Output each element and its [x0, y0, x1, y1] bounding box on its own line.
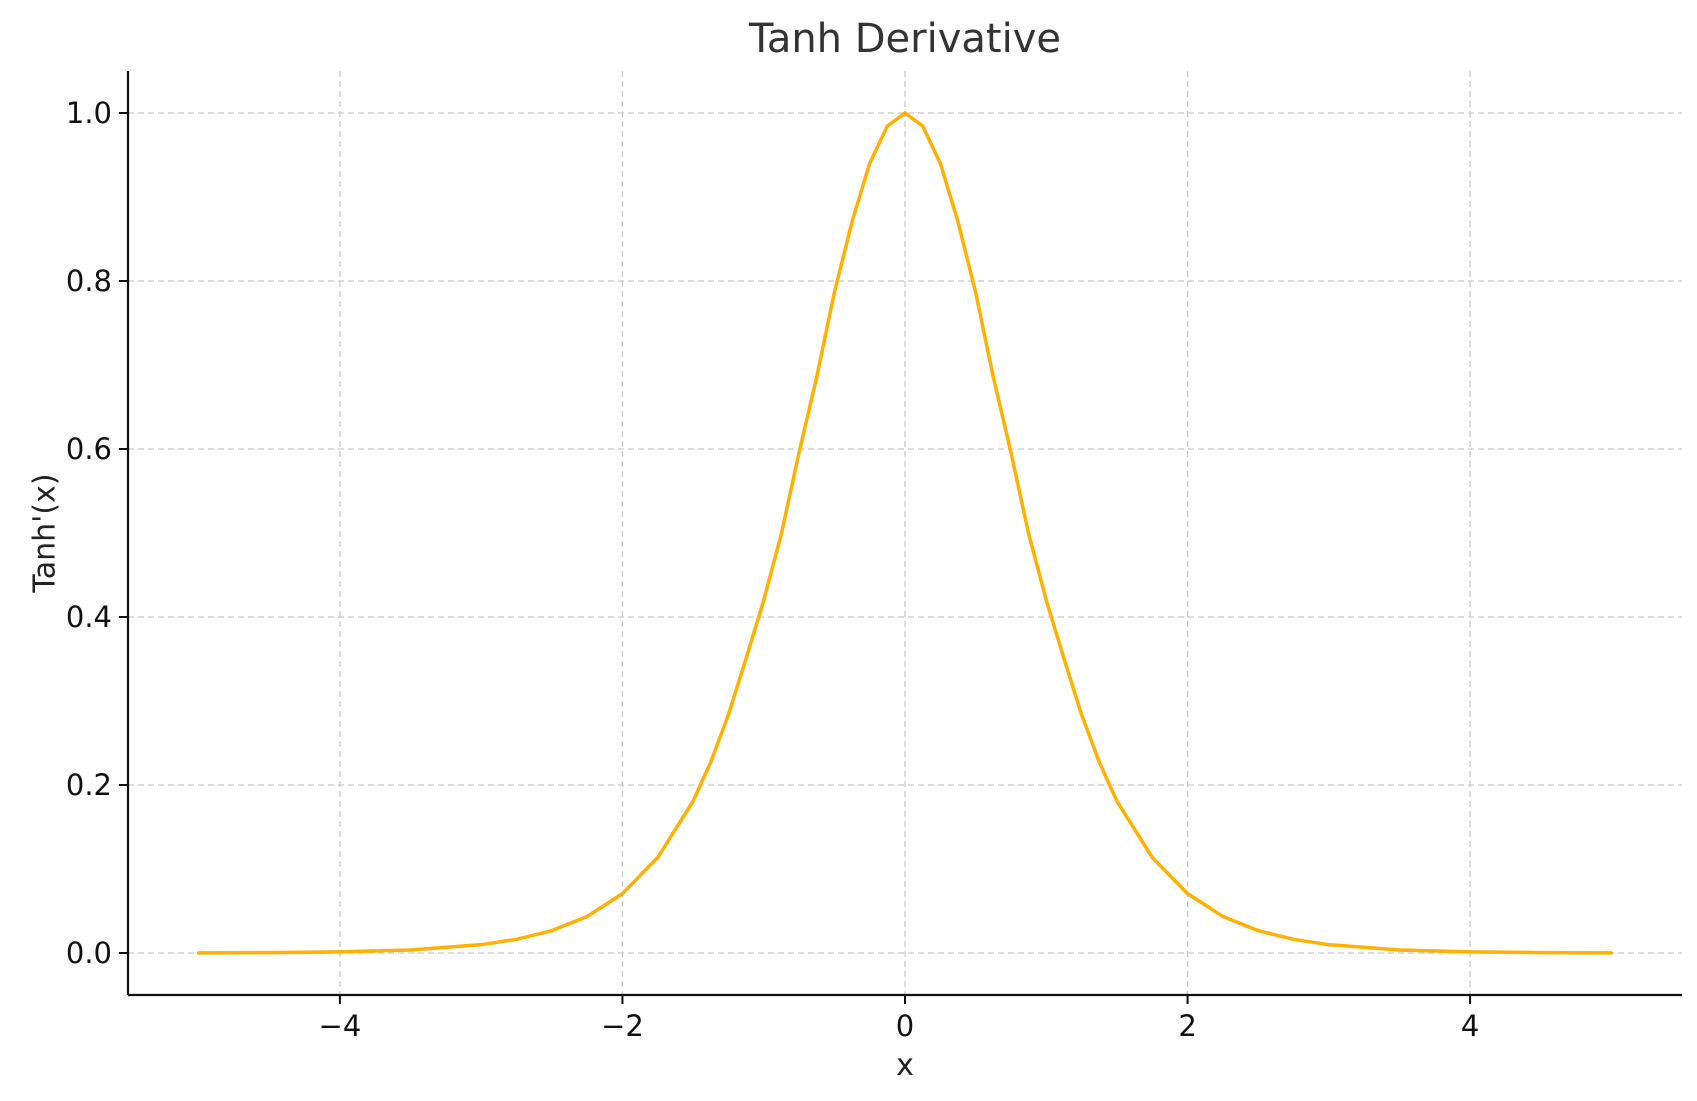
x-tick-label-1: −2	[601, 1009, 644, 1043]
x-tick-label-2: 0	[896, 1009, 914, 1043]
y-tick-label-5: 1.0	[66, 96, 112, 130]
x-axis-label: x	[896, 1048, 914, 1083]
y-tick-label-4: 0.8	[66, 264, 112, 298]
y-tick-label-2: 0.4	[66, 600, 112, 634]
ticks: −4 −2 0 2 4 0.0 0.2 0.4 0.6 0.8 1.0	[66, 96, 1479, 1043]
chart-title: Tanh Derivative	[748, 16, 1061, 62]
grid	[128, 71, 1682, 995]
y-tick-label-1: 0.2	[66, 768, 112, 802]
y-tick-label-3: 0.6	[66, 432, 112, 466]
series-line-0	[196, 111, 1614, 955]
x-tick-label-0: −4	[319, 1009, 362, 1043]
y-tick-label-0: 0.0	[66, 936, 112, 970]
x-tick-label-3: 2	[1178, 1009, 1196, 1043]
y-axis-label: Tanh'(x)	[28, 473, 63, 593]
x-tick-label-4: 4	[1461, 1009, 1479, 1043]
series-layer	[196, 111, 1614, 955]
